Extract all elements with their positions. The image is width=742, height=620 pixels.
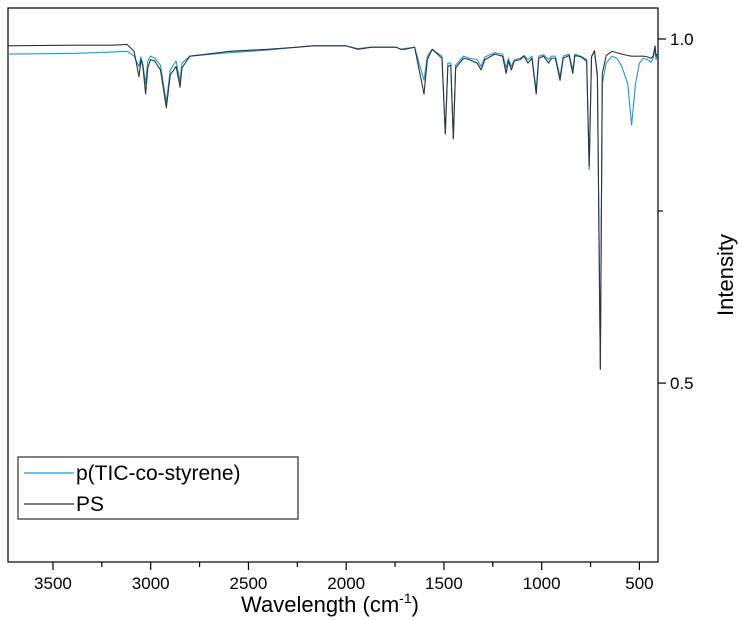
y-tick-label: 1.0 xyxy=(670,30,694,49)
series-line-1 xyxy=(8,43,658,370)
legend-label-1: PS xyxy=(76,493,104,516)
x-axis: 3500 3000 2500 2000 1500 1000 500 xyxy=(34,562,654,593)
plot-area xyxy=(7,7,659,563)
x-tick-label: 1500 xyxy=(425,574,463,593)
x-tick-label: 2500 xyxy=(230,574,268,593)
x-tick-label: 3500 xyxy=(34,574,72,593)
plot-frame xyxy=(7,7,659,563)
series-lines xyxy=(8,43,658,370)
series-line-0 xyxy=(8,45,658,370)
x-tick-label: 2000 xyxy=(327,574,365,593)
x-tick-label: 1000 xyxy=(523,574,561,593)
x-tick-label: 3000 xyxy=(132,574,170,593)
y-tick-label: 0.5 xyxy=(670,374,694,393)
legend: p(TIC-co-styrene) PS xyxy=(17,456,299,520)
y-axis-title: Intensity xyxy=(713,234,738,316)
legend-label-0: p(TIC-co-styrene) xyxy=(76,462,241,485)
legend-box xyxy=(17,456,299,520)
y-axis-right: 0.5 1.0 xyxy=(658,30,694,393)
x-axis-title: Wavelength (cm-1) xyxy=(241,590,419,617)
x-tick-label: 500 xyxy=(625,574,653,593)
